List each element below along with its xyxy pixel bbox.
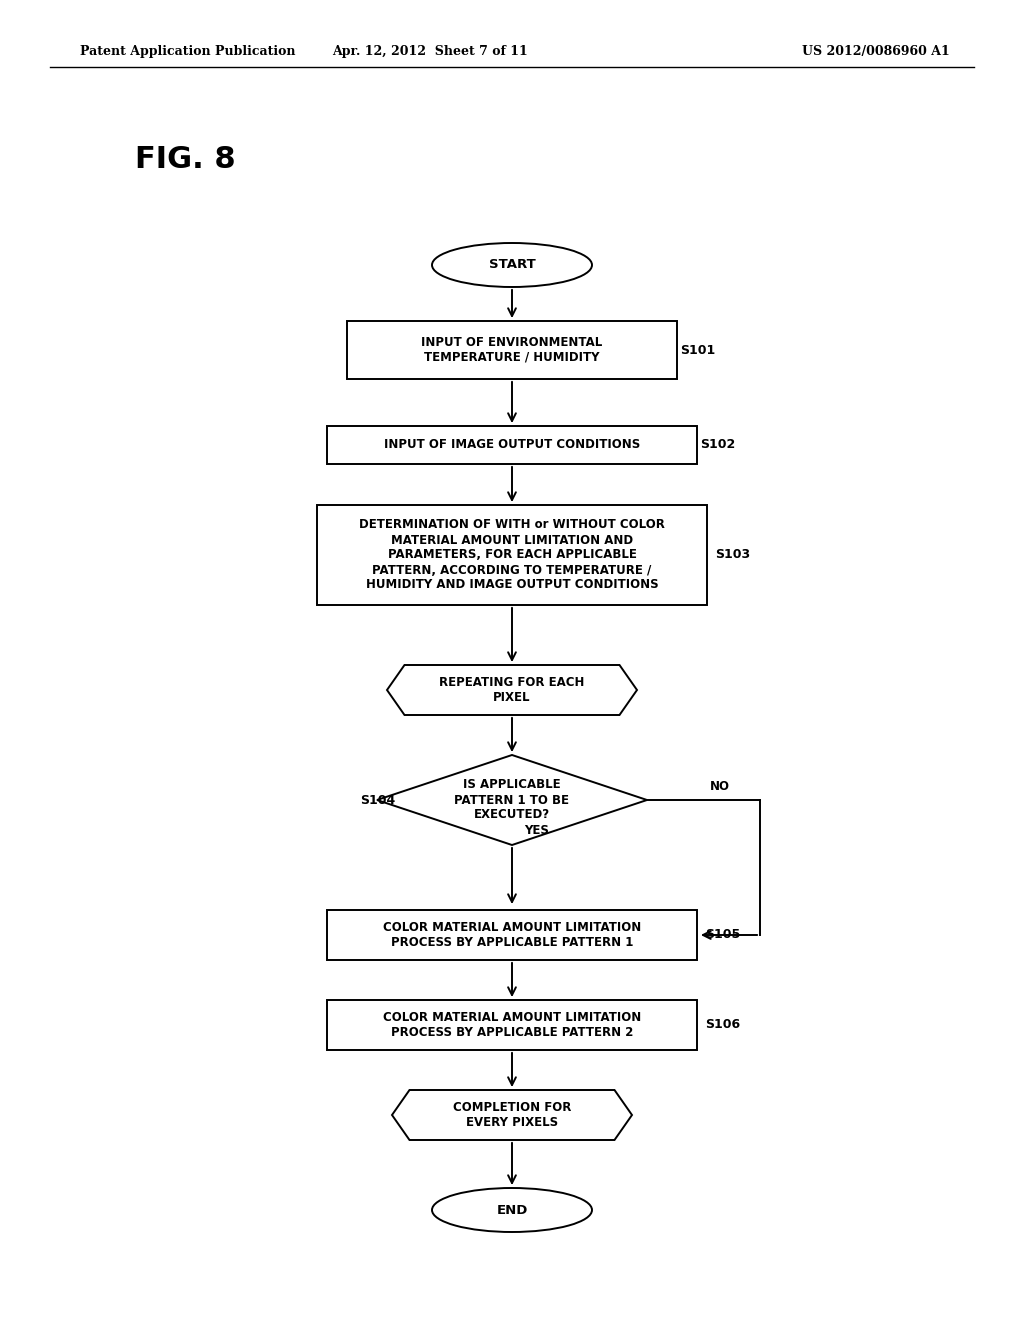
Text: S106: S106 (705, 1019, 740, 1031)
Text: Patent Application Publication: Patent Application Publication (80, 45, 296, 58)
Ellipse shape (432, 243, 592, 286)
Text: DETERMINATION OF WITH or WITHOUT COLOR
MATERIAL AMOUNT LIMITATION AND
PARAMETERS: DETERMINATION OF WITH or WITHOUT COLOR M… (359, 519, 665, 591)
Text: S105: S105 (705, 928, 740, 941)
Text: COLOR MATERIAL AMOUNT LIMITATION
PROCESS BY APPLICABLE PATTERN 2: COLOR MATERIAL AMOUNT LIMITATION PROCESS… (383, 1011, 641, 1039)
Text: US 2012/0086960 A1: US 2012/0086960 A1 (802, 45, 950, 58)
Text: COMPLETION FOR
EVERY PIXELS: COMPLETION FOR EVERY PIXELS (453, 1101, 571, 1129)
Text: START: START (488, 259, 536, 272)
Text: S102: S102 (700, 438, 735, 451)
Polygon shape (392, 1090, 632, 1140)
Text: NO: NO (710, 780, 730, 793)
Ellipse shape (432, 1188, 592, 1232)
Text: END: END (497, 1204, 527, 1217)
Text: S104: S104 (360, 793, 395, 807)
Polygon shape (387, 665, 637, 715)
Bar (327, 426, 697, 465)
Bar (327, 909, 697, 960)
Text: IS APPLICABLE
PATTERN 1 TO BE
EXECUTED?: IS APPLICABLE PATTERN 1 TO BE EXECUTED? (455, 779, 569, 821)
Bar (347, 321, 677, 379)
Bar (317, 506, 707, 605)
Text: S103: S103 (715, 549, 751, 561)
Text: Apr. 12, 2012  Sheet 7 of 11: Apr. 12, 2012 Sheet 7 of 11 (332, 45, 528, 58)
Text: S101: S101 (680, 343, 715, 356)
Polygon shape (377, 755, 647, 845)
Text: FIG. 8: FIG. 8 (135, 145, 236, 174)
Bar (327, 1001, 697, 1049)
Text: INPUT OF ENVIRONMENTAL
TEMPERATURE / HUMIDITY: INPUT OF ENVIRONMENTAL TEMPERATURE / HUM… (421, 337, 603, 364)
Text: COLOR MATERIAL AMOUNT LIMITATION
PROCESS BY APPLICABLE PATTERN 1: COLOR MATERIAL AMOUNT LIMITATION PROCESS… (383, 921, 641, 949)
Text: REPEATING FOR EACH
PIXEL: REPEATING FOR EACH PIXEL (439, 676, 585, 704)
Text: INPUT OF IMAGE OUTPUT CONDITIONS: INPUT OF IMAGE OUTPUT CONDITIONS (384, 438, 640, 451)
Text: YES: YES (524, 824, 549, 837)
